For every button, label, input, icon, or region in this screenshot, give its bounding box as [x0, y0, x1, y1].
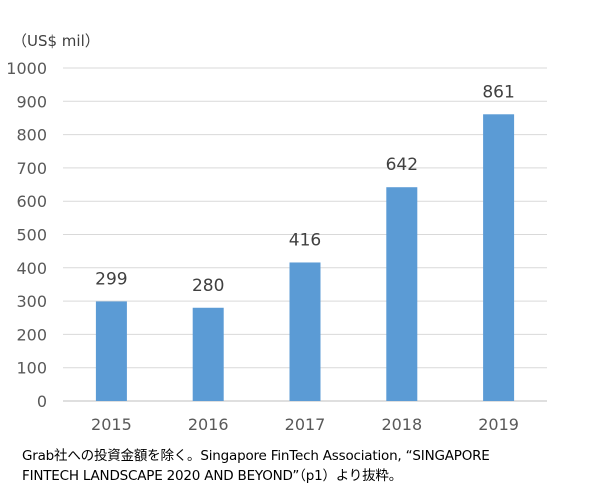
- bar-2017: [289, 262, 321, 401]
- bar-2018: [386, 187, 418, 401]
- data-label-2015: 299: [95, 269, 127, 289]
- data-label-2016: 280: [192, 276, 224, 296]
- x-tick-label: 2018: [381, 415, 422, 434]
- footnote-line-1: Grab社への投資金額を除く。Singapore FinTech Associa…: [22, 448, 490, 464]
- bar-2015: [95, 301, 127, 401]
- bar-2019: [483, 114, 515, 402]
- y-tick-label: 300: [16, 292, 47, 311]
- data-label-2017: 416: [289, 230, 321, 250]
- y-axis-ticks: 0 100 200 300 400 500 600 700 800 900 1000: [6, 59, 47, 411]
- bar-chart: 0 100 200 300 400 500 600 700 800 900 1000 299 280 4…: [6, 59, 547, 434]
- x-tick-label: 2019: [478, 415, 519, 434]
- x-tick-label: 2015: [91, 415, 132, 434]
- x-tick-label: 2017: [285, 415, 326, 434]
- y-tick-label: 400: [16, 259, 47, 278]
- footnote-line-2: FINTECH LANDSCAPE 2020 AND BEYOND”（p1）より…: [22, 468, 402, 484]
- y-tick-label: 1000: [6, 59, 47, 78]
- data-labels: 299 280 416 642 861: [95, 82, 515, 295]
- y-axis-unit-label: （US$ mil）: [12, 32, 100, 50]
- y-tick-label: 900: [16, 92, 47, 111]
- y-tick-label: 100: [16, 359, 47, 378]
- y-tick-label: 700: [16, 159, 47, 178]
- data-label-2018: 642: [386, 155, 418, 175]
- bar-2016: [192, 307, 224, 401]
- y-tick-label: 800: [16, 126, 47, 145]
- source-footnote: Grab社への投資金額を除く。Singapore FinTech Associa…: [22, 446, 582, 486]
- y-tick-label: 0: [37, 392, 47, 411]
- x-axis-ticks: 2015 2016 2017 2018 2019: [91, 415, 519, 434]
- data-label-2019: 861: [482, 82, 514, 102]
- y-tick-label: 500: [16, 226, 47, 245]
- bars: [95, 114, 515, 402]
- y-tick-label: 200: [16, 325, 47, 344]
- x-tick-label: 2016: [188, 415, 229, 434]
- y-tick-label: 600: [16, 192, 47, 211]
